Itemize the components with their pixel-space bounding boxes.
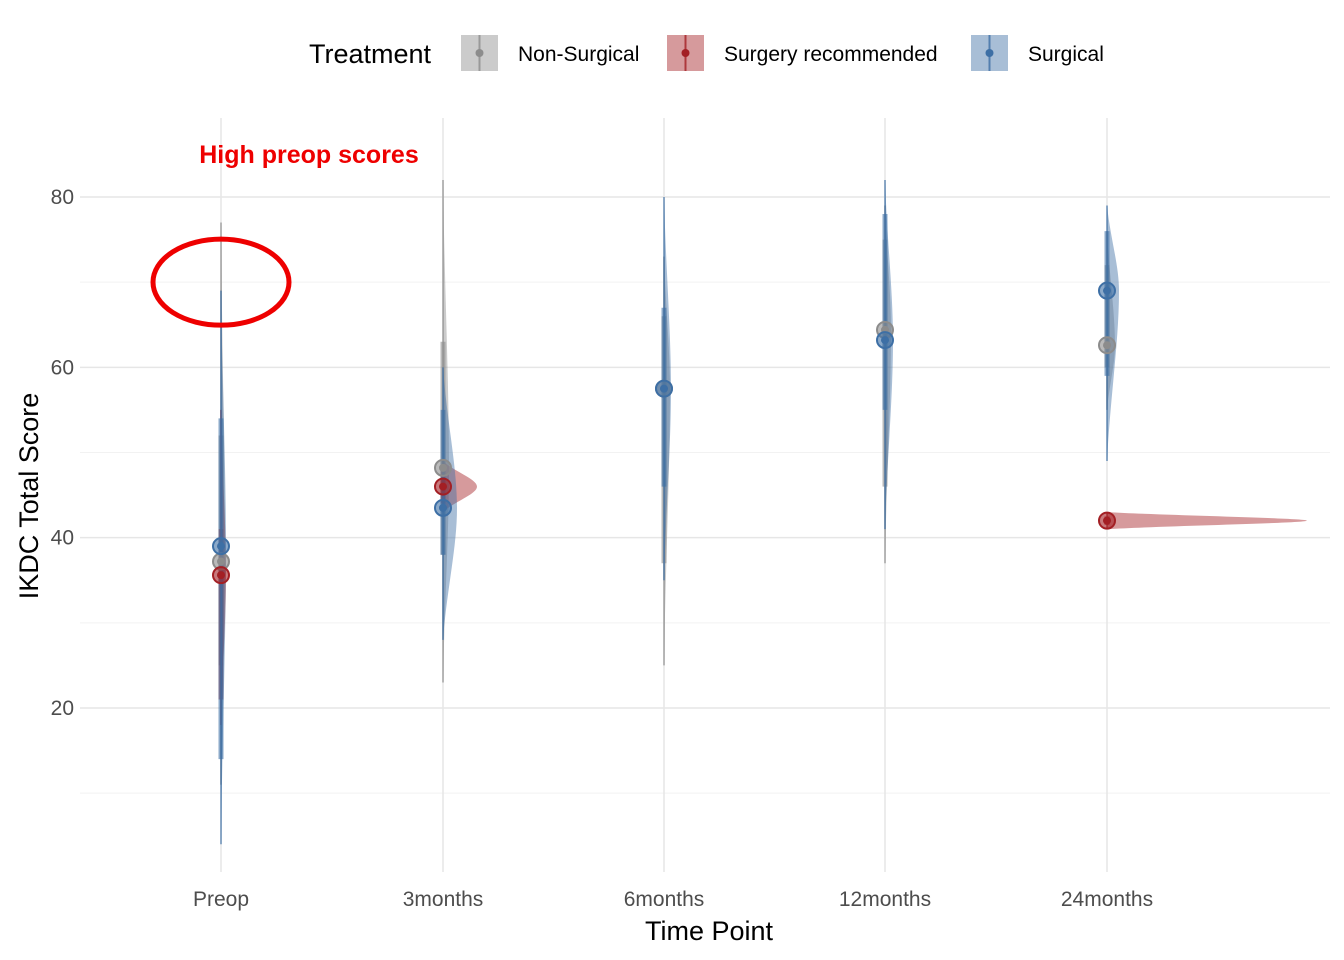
x-tick-label: 24months — [1061, 888, 1153, 911]
violin-shape — [443, 179, 449, 683]
legend-key-point — [681, 49, 690, 57]
x-axis-title: Time Point — [645, 916, 774, 946]
x-tick-label: 6months — [624, 888, 705, 911]
mean-point-core — [439, 463, 447, 472]
mean-point-core — [439, 482, 447, 491]
legend: Treatment Non-Surgical Surgery recommende… — [309, 35, 1104, 71]
legend-label: Surgical — [1028, 43, 1104, 66]
annotation: High preop scores — [150, 141, 419, 328]
mean-point-core — [1103, 516, 1111, 525]
violin-shape — [1107, 205, 1119, 462]
mean-points — [212, 281, 1116, 585]
grid — [80, 118, 1330, 872]
legend-title: Treatment — [309, 39, 432, 69]
mean-point-core — [217, 542, 225, 551]
violin-shape — [1107, 512, 1307, 530]
y-axis-title: IKDC Total Score — [14, 393, 44, 600]
y-tick-labels: 20 40 60 80 — [51, 186, 74, 720]
legend-key-point — [475, 49, 484, 57]
legend-label: Surgery recommended — [724, 43, 938, 66]
mean-point-core — [1103, 286, 1111, 295]
y-tick-label: 40 — [51, 527, 74, 550]
x-tick-labels: Preop 3months 6months 12months 24months — [193, 888, 1153, 911]
x-tick-label: 12months — [839, 888, 931, 911]
mean-point-core — [217, 557, 225, 566]
y-tick-label: 20 — [51, 697, 74, 720]
mean-point-core — [439, 503, 447, 512]
mean-point-core — [660, 384, 668, 393]
violins — [218, 179, 1307, 845]
y-tick-label: 80 — [51, 186, 74, 209]
violin-shape — [443, 461, 477, 513]
legend-key-point — [985, 49, 994, 57]
y-tick-label: 60 — [51, 356, 74, 379]
x-tick-label: Preop — [193, 888, 249, 911]
annotation-ellipse — [150, 236, 292, 328]
mean-point-core — [881, 336, 889, 345]
mean-point-core — [1103, 341, 1111, 350]
annotation-text: High preop scores — [199, 141, 419, 169]
x-tick-label: 3months — [403, 888, 484, 911]
mean-point-core — [217, 571, 225, 580]
legend-label: Non-Surgical — [518, 43, 639, 66]
